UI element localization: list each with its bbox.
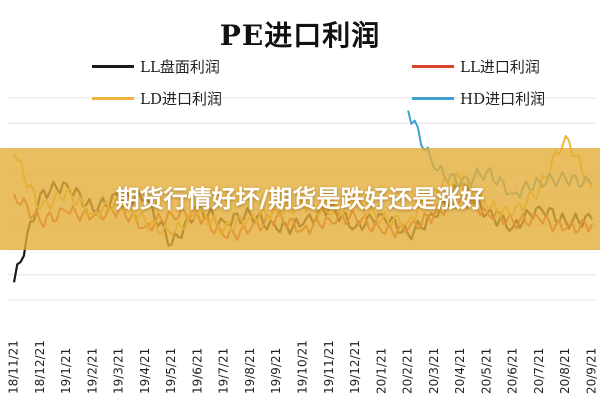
legend-label: LL进口利润 <box>460 57 540 76</box>
headline-banner[interactable]: 期货行情好坏/期货是跌好还是涨好 <box>0 148 600 250</box>
x-tick-label: 19/9/21 <box>269 348 283 394</box>
x-tick-labels: 18/11/21 18/12/21 19/1/21 19/2/21 19/3/21 19/… <box>7 340 599 394</box>
legend-swatch <box>412 64 454 68</box>
x-tick-label: 19/7/21 <box>217 348 231 394</box>
chart-title: PE进口利润 <box>219 19 381 52</box>
legend-label: HD进口利润 <box>460 89 546 108</box>
legend-item-ld-import: LD进口利润 <box>92 88 222 108</box>
x-tick-label: 19/1/21 <box>59 348 73 394</box>
legend-label: LL盘面利润 <box>140 57 220 76</box>
x-tick-label: 20/3/21 <box>427 348 441 394</box>
x-tick-label: 19/8/21 <box>243 348 257 394</box>
x-tick-label: 19/6/21 <box>190 348 204 394</box>
legend-swatch <box>92 96 134 100</box>
legend-item-ll-panel: LL盘面利润 <box>92 56 220 76</box>
legend-swatch <box>92 64 134 68</box>
x-tick-label: 20/8/21 <box>558 348 572 394</box>
x-tick-label: 20/2/21 <box>401 348 415 394</box>
x-tick-label: 19/11/21 <box>322 340 336 394</box>
legend-item-hd-import: HD进口利润 <box>412 88 545 108</box>
x-tick-label: 19/2/21 <box>85 348 99 394</box>
legend-swatch <box>412 96 454 100</box>
x-tick-label: 20/5/21 <box>479 348 493 394</box>
legend-item-ll-import: LL进口利润 <box>412 56 540 76</box>
x-tick-label: 19/4/21 <box>138 348 152 394</box>
x-tick-label: 20/1/21 <box>374 348 388 394</box>
x-tick-label: 19/3/21 <box>112 348 126 394</box>
headline-text[interactable]: 期货行情好坏/期货是跌好还是涨好 <box>115 185 485 213</box>
x-tick-label: 19/10/21 <box>296 340 310 394</box>
x-tick-label: 19/5/21 <box>164 348 178 394</box>
x-tick-label: 20/4/21 <box>453 348 467 394</box>
x-tick-label: 20/6/21 <box>506 348 520 394</box>
legend-label: LD进口利润 <box>140 89 222 108</box>
x-tick-label: 19/12/21 <box>348 340 362 394</box>
x-tick-label: 18/12/21 <box>33 340 47 394</box>
x-tick-label: 20/7/21 <box>532 348 546 394</box>
x-tick-label: 18/11/21 <box>7 340 21 394</box>
x-tick-label: 20/9/21 <box>585 348 599 394</box>
